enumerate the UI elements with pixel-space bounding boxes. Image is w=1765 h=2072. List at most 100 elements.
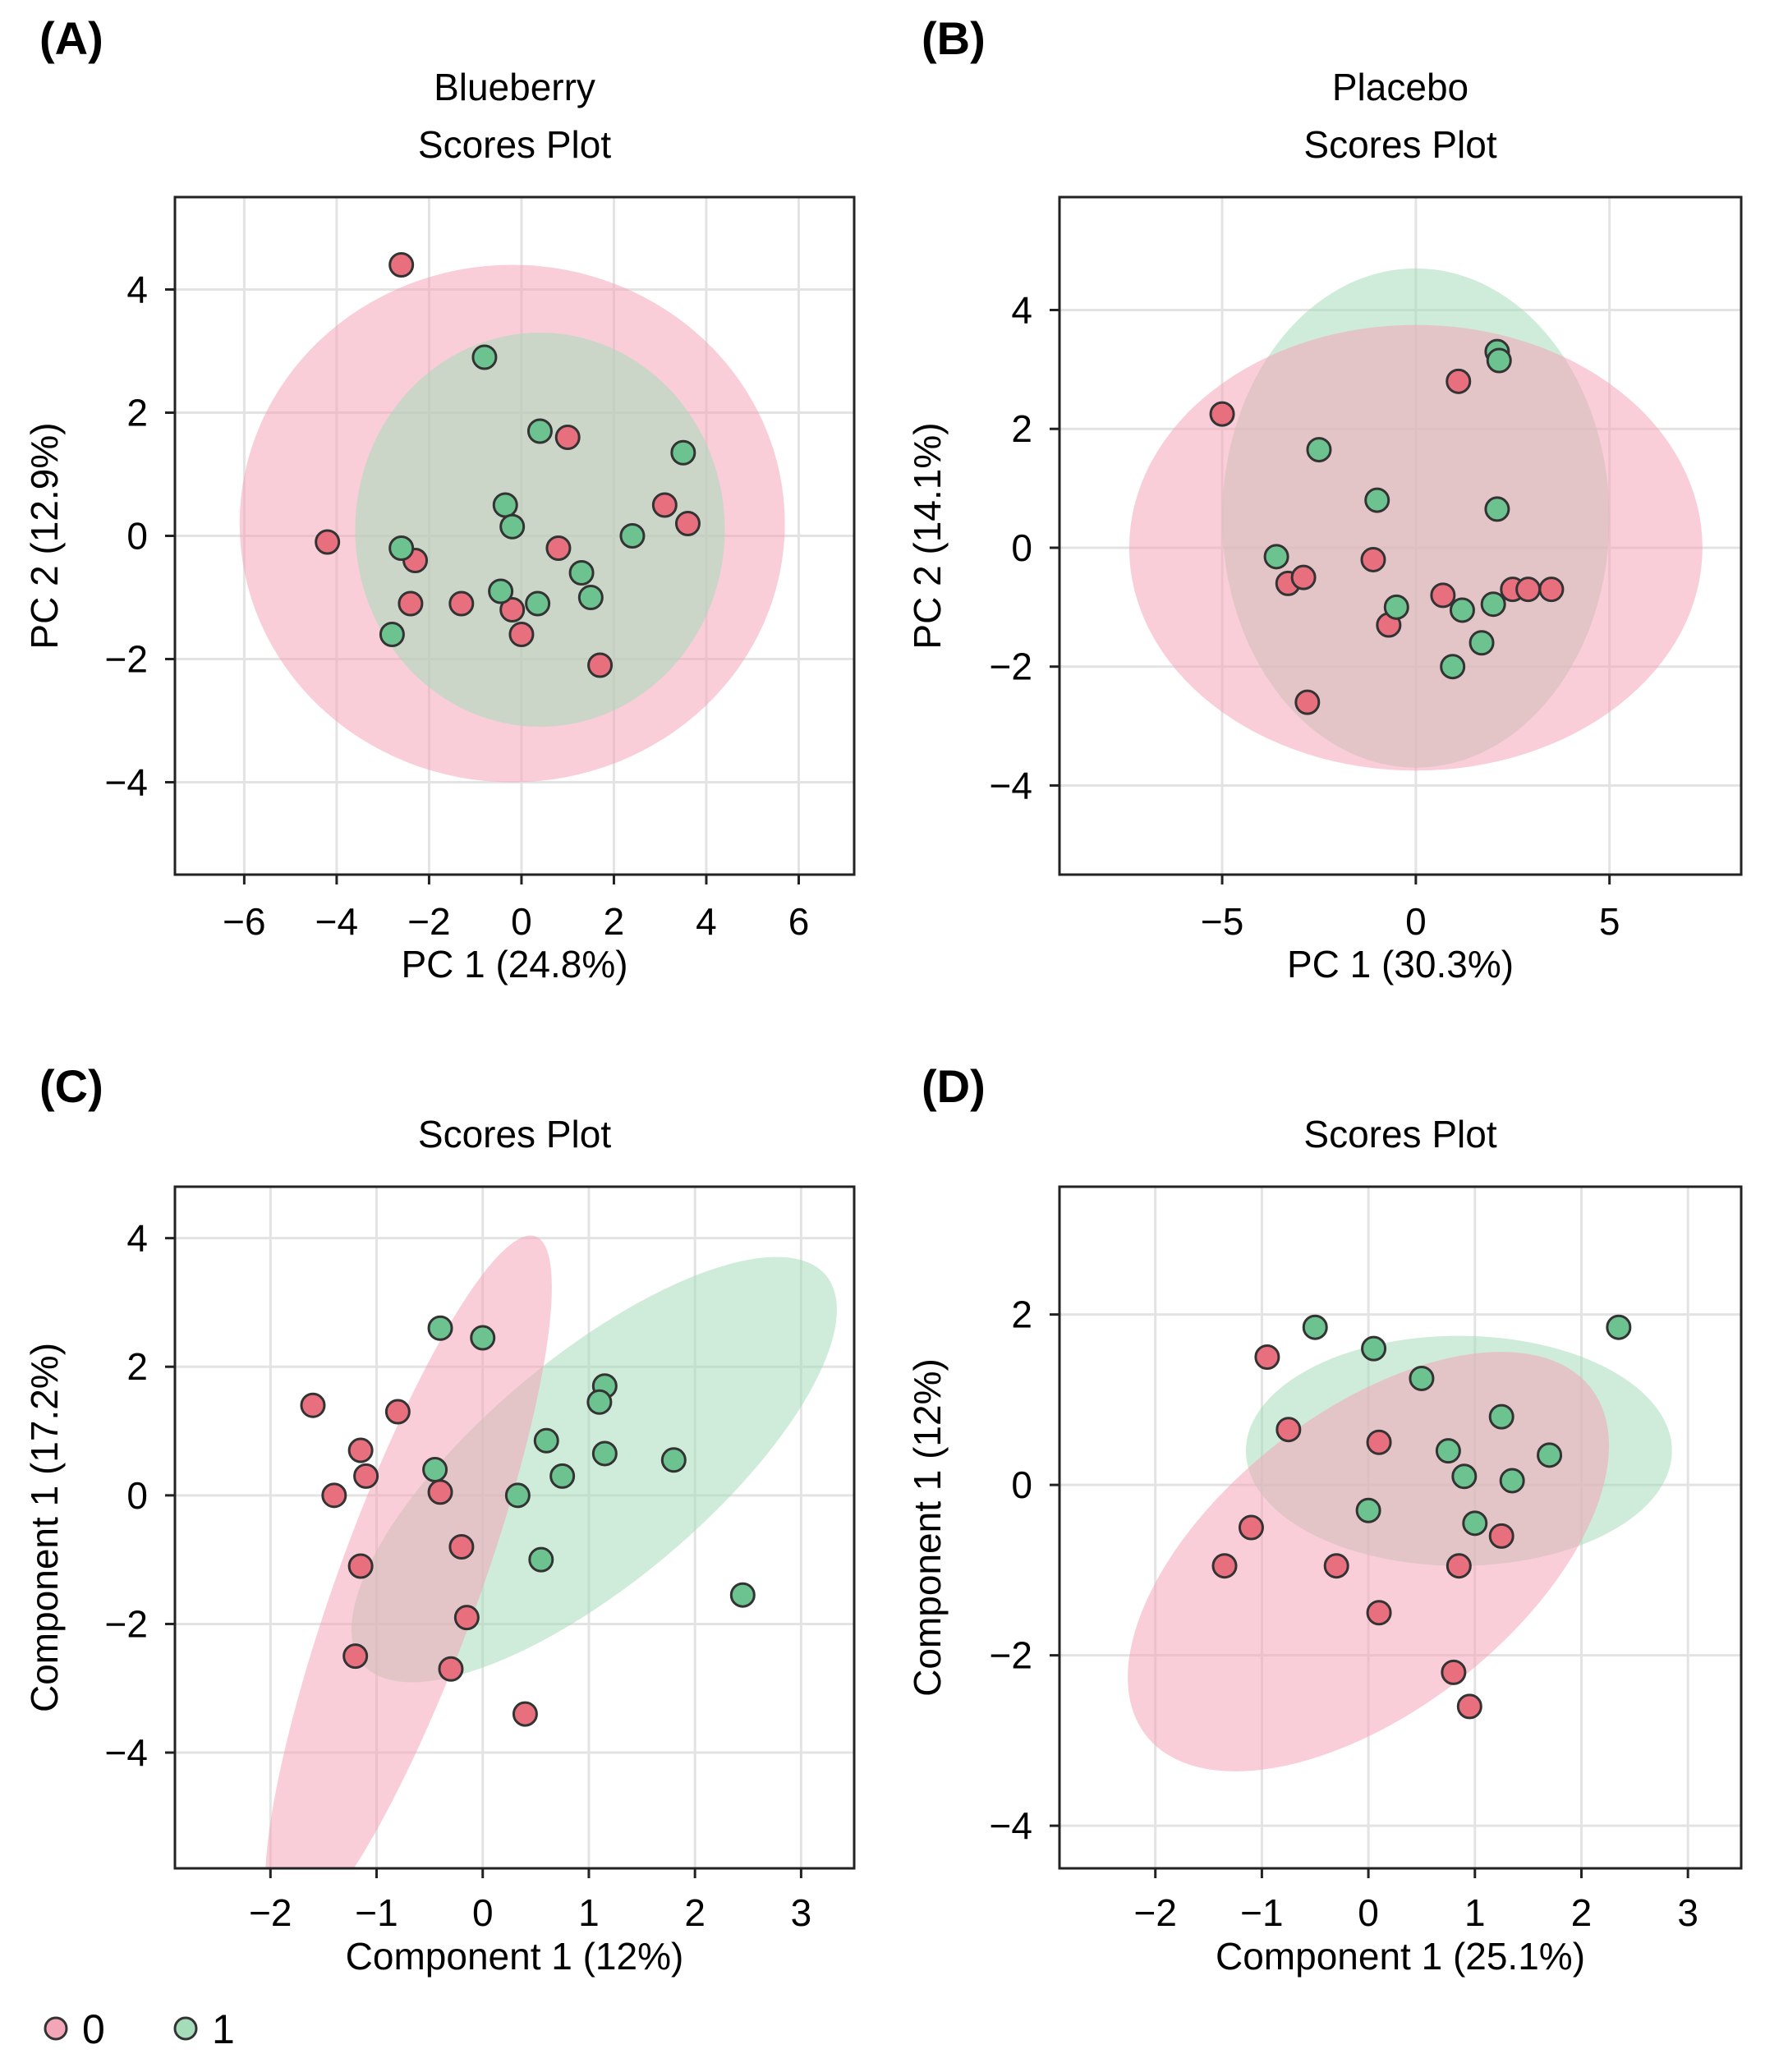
point-group-0 xyxy=(453,1605,480,1631)
point-group-0 xyxy=(1254,1344,1280,1370)
legend-label-1: 1 xyxy=(212,2006,235,2052)
x-tick-label: 6 xyxy=(788,900,810,943)
ellipse-group-0 xyxy=(264,1235,552,1868)
point-group-1 xyxy=(1263,544,1289,570)
point-group-0 xyxy=(1366,1600,1392,1626)
point-group-0 xyxy=(388,252,415,278)
point-group-0 xyxy=(342,1643,369,1670)
x-tick-label: 2 xyxy=(604,900,625,943)
point-group-1 xyxy=(1449,597,1475,623)
point-group-0 xyxy=(384,1399,411,1425)
point-group-1 xyxy=(1302,1314,1328,1340)
point-group-1 xyxy=(1435,1438,1461,1464)
point-group-0 xyxy=(1488,1523,1514,1549)
y-tick-label: 0 xyxy=(1011,1463,1032,1506)
point-group-0 xyxy=(674,511,701,536)
point-group-1 xyxy=(1451,1463,1478,1490)
point-group-1 xyxy=(1488,1404,1514,1430)
x-tick-label: 3 xyxy=(1677,1891,1698,1934)
plot-frame xyxy=(173,1185,856,1870)
y-tick-label: 0 xyxy=(1011,526,1032,569)
y-axis-label: PC 2 (12.9%) xyxy=(23,422,66,649)
x-tick-label: −2 xyxy=(407,900,450,943)
point-group-1 xyxy=(660,1447,687,1473)
plot-title-line: Blueberry xyxy=(434,66,595,108)
point-group-1 xyxy=(1409,1365,1435,1391)
y-tick-label: −4 xyxy=(990,1804,1032,1847)
point-group-1 xyxy=(1440,654,1466,680)
point-group-1 xyxy=(1537,1442,1563,1468)
x-tick-label: −2 xyxy=(249,1891,292,1934)
point-group-1 xyxy=(619,523,646,549)
x-tick-label: 2 xyxy=(684,1891,706,1934)
y-tick-label: 4 xyxy=(126,269,148,311)
y-axis-label: PC 2 (14.1%) xyxy=(906,422,949,649)
point-group-1 xyxy=(591,1440,618,1467)
y-tick-label: 4 xyxy=(126,1217,148,1260)
point-group-1 xyxy=(492,492,518,518)
x-axis-label: Component 1 (12%) xyxy=(346,1935,684,1978)
x-tick-label: −1 xyxy=(1240,1891,1283,1934)
point-group-0 xyxy=(1238,1514,1264,1541)
panel-c: (C) Scores Plot −2 −1 0 1 2 3 −4 −2 0 2 4 Component 1… xyxy=(23,1060,856,1978)
point-group-0 xyxy=(1456,1693,1482,1720)
point-group-0 xyxy=(1446,368,1472,394)
point-group-1 xyxy=(1361,1335,1387,1362)
panel-letter: (B) xyxy=(922,12,986,64)
panel-letter: (D) xyxy=(922,1060,986,1112)
y-tick-label: −4 xyxy=(105,1731,148,1774)
point-group-0 xyxy=(1211,1553,1238,1579)
point-group-0 xyxy=(347,1553,374,1579)
legend-label-0: 0 xyxy=(82,2006,105,2052)
confidence-ellipses xyxy=(1128,268,1703,771)
point-group-1 xyxy=(388,535,415,561)
point-group-1 xyxy=(488,578,514,604)
point-group-0 xyxy=(1209,401,1235,427)
x-tick-label: −1 xyxy=(355,1891,398,1934)
x-tick-label: −5 xyxy=(1201,900,1243,943)
point-group-0 xyxy=(347,1437,374,1463)
plot-title-line: Scores Plot xyxy=(1303,123,1496,166)
point-group-0 xyxy=(1294,689,1321,715)
point-group-0 xyxy=(508,622,535,647)
point-group-1 xyxy=(549,1463,576,1489)
x-tick-label: 3 xyxy=(791,1891,812,1934)
point-group-0 xyxy=(1515,577,1542,603)
x-tick-label: −2 xyxy=(1133,1891,1176,1934)
point-group-1 xyxy=(1383,594,1409,620)
x-tick-label: 0 xyxy=(1405,900,1427,943)
y-axis-label: Component 1 (17.2%) xyxy=(23,1343,66,1712)
point-group-1 xyxy=(525,590,551,617)
y-tick-label: −4 xyxy=(105,761,148,804)
point-group-1 xyxy=(1480,591,1506,618)
point-group-1 xyxy=(499,513,526,540)
panel-letter: (C) xyxy=(39,1060,103,1112)
y-tick-label: 4 xyxy=(1011,289,1032,332)
point-group-1 xyxy=(427,1315,453,1341)
ellipse-group-0 xyxy=(1128,1352,1610,1771)
x-axis-label: Component 1 (25.1%) xyxy=(1216,1935,1585,1978)
y-tick-label: 0 xyxy=(126,515,148,558)
x-axis-label: PC 1 (30.3%) xyxy=(1287,943,1514,985)
point-group-1 xyxy=(1499,1468,1525,1494)
point-group-0 xyxy=(1290,564,1317,590)
point-group-1 xyxy=(1306,437,1332,463)
confidence-ellipses xyxy=(264,1235,837,1868)
point-group-0 xyxy=(353,1463,379,1489)
point-group-1 xyxy=(1355,1497,1381,1523)
panel-a: (A) Blueberry Scores Plot −6 −4 −2 0 2 4 6 −4 −2 0 2 4… xyxy=(23,12,856,985)
y-tick-label: −2 xyxy=(990,1634,1032,1677)
point-group-1 xyxy=(1462,1510,1488,1537)
point-group-0 xyxy=(1275,1417,1302,1443)
point-group-0 xyxy=(1323,1553,1349,1579)
data-points xyxy=(1209,338,1565,715)
data-points xyxy=(300,1315,756,1727)
y-tick-label: 2 xyxy=(126,392,148,434)
point-group-0 xyxy=(587,652,614,678)
x-tick-label: −6 xyxy=(223,900,265,943)
point-group-0 xyxy=(321,1482,347,1509)
plot-title-line: Scores Plot xyxy=(418,123,611,166)
point-group-0 xyxy=(1441,1659,1467,1685)
point-group-0 xyxy=(512,1701,538,1727)
